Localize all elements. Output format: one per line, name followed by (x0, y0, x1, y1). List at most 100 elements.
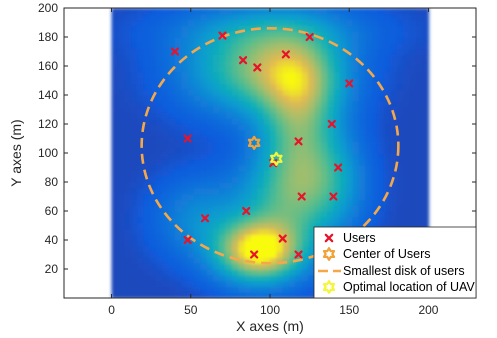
heatmap-cell (384, 71, 392, 79)
heatmap-cell (162, 118, 170, 125)
heatmap-cell (422, 216, 430, 224)
heatmap-cell (295, 112, 303, 119)
heatmap-cell (333, 37, 341, 44)
heatmap-cell (162, 292, 170, 298)
heatmap-cell (384, 19, 392, 26)
heatmap-cell (219, 176, 227, 183)
heatmap-cell (250, 263, 258, 270)
heatmap-cell (136, 19, 144, 26)
heatmap-cell (289, 187, 296, 195)
heatmap-cell (257, 280, 265, 287)
heatmap-cell (162, 77, 170, 84)
heatmap-cell (320, 89, 328, 96)
heatmap-cell (143, 182, 151, 189)
heatmap-cell (289, 48, 296, 55)
heatmap-cell (377, 31, 385, 38)
heatmap-cell (244, 263, 252, 270)
heatmap-cell (257, 48, 265, 55)
heatmap-cell (403, 19, 411, 26)
heatmap-cell (111, 263, 119, 270)
heatmap-cell (111, 216, 119, 224)
heatmap-cell (174, 263, 182, 270)
heatmap-cell (263, 286, 271, 293)
heatmap-cell (276, 141, 284, 148)
heatmap-cell (206, 187, 214, 195)
heatmap-cell (187, 71, 195, 79)
heatmap-cell (358, 106, 366, 113)
heatmap-cell (212, 222, 220, 229)
heatmap-cell (219, 106, 227, 113)
heatmap-cell (263, 182, 271, 189)
heatmap-cell (415, 83, 423, 90)
heatmap-cell (396, 13, 404, 21)
heatmap-cell (250, 37, 258, 44)
heatmap-cell (377, 124, 385, 131)
heatmap-cell (352, 147, 360, 154)
heatmap-cell (308, 158, 315, 166)
heatmap-cell (263, 280, 271, 287)
heatmap-cell (187, 251, 195, 258)
heatmap-cell (206, 60, 214, 67)
heatmap-cell (200, 37, 208, 44)
heatmap-cell (136, 280, 144, 287)
heatmap-cell (422, 222, 430, 229)
heatmap-cell (270, 187, 277, 195)
heatmap-cell (289, 211, 296, 218)
user-point (294, 137, 303, 146)
heatmap-cell (181, 274, 189, 282)
heatmap-cell (365, 83, 373, 90)
heatmap-cell (339, 176, 347, 183)
heatmap-cell (403, 135, 411, 142)
heatmap-cell (168, 95, 176, 102)
heatmap-cell (422, 89, 430, 96)
heatmap-cell (365, 25, 373, 32)
heatmap-cell (143, 263, 151, 270)
heatmap-cell (238, 31, 246, 38)
heatmap-cell (301, 89, 309, 96)
heatmap-cell (212, 269, 220, 276)
heatmap-cell (181, 95, 189, 102)
heatmap-cell (155, 37, 163, 44)
heatmap-cell (143, 153, 151, 160)
heatmap-cell (238, 89, 246, 96)
heatmap-cell (320, 13, 328, 21)
heatmap-cell (308, 257, 315, 264)
heatmap-cell (206, 292, 214, 298)
heatmap-cell (396, 60, 404, 67)
heatmap-cell (238, 8, 246, 15)
heatmap-cell (130, 13, 138, 21)
heatmap-cell (155, 245, 163, 253)
heatmap-cell (282, 263, 290, 270)
heatmap-cell (250, 95, 258, 102)
heatmap-cell (168, 286, 176, 293)
heatmap-cell (162, 286, 170, 293)
heatmap-cell (346, 42, 353, 50)
heatmap-cell (282, 71, 290, 79)
heatmap-cell (238, 170, 246, 177)
heatmap-cell (409, 89, 417, 96)
heatmap-cell (187, 286, 195, 293)
heatmap-cell (136, 48, 144, 55)
heatmap-cell (200, 118, 208, 125)
heatmap-cell (282, 66, 290, 73)
user-point (278, 234, 287, 243)
heatmap-cell (212, 170, 220, 177)
heatmap-cell (384, 54, 392, 61)
heatmap-cell (403, 37, 411, 44)
heatmap-cell (136, 31, 144, 38)
heatmap-cell (136, 25, 144, 32)
heatmap-cell (143, 245, 151, 253)
heatmap-cell (193, 216, 201, 224)
heatmap-cell (263, 158, 271, 166)
heatmap-cell (238, 158, 246, 166)
heatmap-cell (193, 106, 201, 113)
heatmap-cell (212, 112, 220, 119)
heatmap-cell (219, 211, 227, 218)
heatmap-cell (231, 193, 239, 200)
heatmap-cell (250, 269, 258, 276)
heatmap-cell (181, 135, 189, 142)
heatmap-cell (415, 216, 423, 224)
heatmap-cell (295, 164, 303, 171)
heatmap-cell (219, 147, 227, 154)
heatmap-cell (143, 95, 151, 102)
